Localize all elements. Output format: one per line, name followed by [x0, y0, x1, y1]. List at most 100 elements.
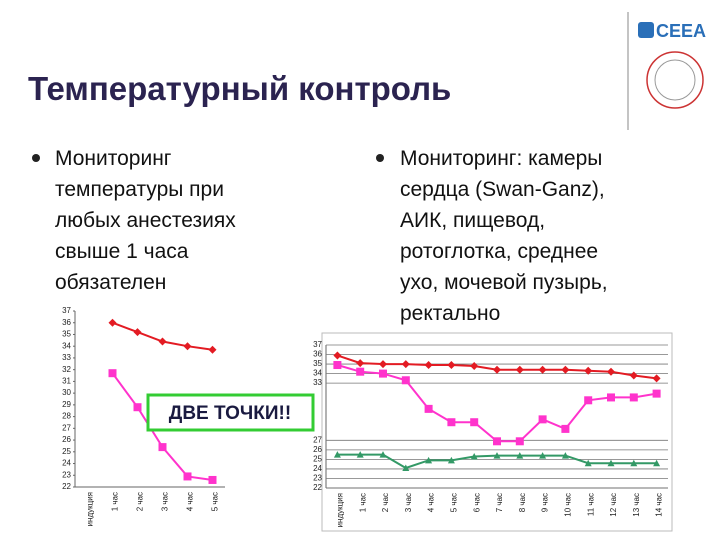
point — [401, 376, 410, 385]
point — [493, 365, 501, 374]
y-tick-label: 22 — [313, 483, 322, 492]
y-tick-label: 36 — [313, 350, 322, 359]
point — [515, 365, 524, 374]
y-tick-label: 29 — [62, 400, 71, 409]
x-tick-label: индукция — [86, 492, 95, 526]
logo-icon — [638, 22, 654, 38]
y-tick-label: 25 — [62, 447, 71, 456]
y-tick-label: 35 — [62, 330, 71, 339]
point — [561, 365, 570, 374]
point — [424, 361, 433, 370]
point — [401, 360, 410, 369]
point — [447, 361, 456, 370]
point — [630, 459, 638, 467]
point — [356, 451, 364, 458]
point — [607, 393, 615, 402]
y-tick-label: 37 — [62, 306, 71, 315]
y-tick-label: 34 — [313, 369, 322, 378]
bullet-line: Мониторинг: камеры — [400, 147, 602, 170]
point — [356, 359, 365, 368]
point — [333, 361, 342, 370]
bullet-dot — [32, 154, 40, 162]
slide-title: Температурный контроль — [28, 70, 451, 107]
point — [183, 342, 192, 351]
y-tick-label: 22 — [62, 482, 71, 491]
point — [333, 351, 342, 360]
emblem-inner — [654, 59, 696, 101]
point — [379, 360, 387, 369]
x-tick-label: 7 час — [495, 493, 504, 512]
point — [425, 456, 433, 464]
point — [515, 437, 524, 446]
x-tick-label: 1 час — [358, 493, 367, 512]
point — [447, 418, 456, 427]
bullet-line: свыше 1 часа — [55, 240, 189, 263]
point — [133, 403, 142, 412]
x-tick-label: 5 час — [450, 493, 459, 512]
point — [493, 437, 501, 446]
point — [629, 371, 638, 380]
y-tick-label: 31 — [62, 377, 71, 386]
callout-box — [146, 393, 315, 432]
bullet-line: ротоглотка, среднее — [400, 240, 598, 263]
x-tick-label: 8 час — [518, 493, 527, 512]
x-tick-label: 12 час — [609, 493, 618, 517]
point — [629, 393, 638, 402]
point — [108, 369, 117, 378]
y-tick-label: 28 — [62, 412, 71, 421]
point — [584, 459, 592, 467]
x-tick-label: 3 час — [404, 493, 413, 512]
point — [607, 367, 615, 376]
x-tick-label: 4 час — [427, 493, 436, 512]
point — [158, 337, 167, 346]
x-tick-label: 9 час — [541, 493, 550, 512]
bullet-line: обязателен — [55, 271, 166, 294]
x-tick-label: 2 час — [381, 493, 390, 512]
point — [470, 361, 479, 370]
point — [539, 452, 547, 459]
y-tick-label: 23 — [62, 470, 71, 479]
emblem — [646, 51, 704, 109]
point — [584, 366, 593, 375]
y-tick-label: 23 — [313, 474, 322, 483]
point — [516, 452, 524, 459]
point — [607, 459, 615, 467]
x-tick-label: 4 час — [186, 492, 195, 511]
y-tick-label: 25 — [313, 455, 322, 464]
chart-frame — [321, 332, 673, 532]
y-tick-label: 26 — [62, 435, 71, 444]
point — [333, 451, 341, 458]
point — [208, 345, 217, 354]
point — [447, 456, 455, 464]
y-tick-label: 27 — [62, 423, 71, 432]
bullet-line: Мониторинг — [55, 147, 172, 170]
x-tick-label: индукция — [336, 493, 345, 527]
y-tick-label: 36 — [62, 318, 71, 327]
point — [379, 369, 387, 378]
y-tick-label: 34 — [62, 341, 71, 350]
point — [470, 418, 479, 427]
x-tick-label: 14 час — [655, 493, 664, 517]
bullet-line: ухо, мочевой пузырь, — [400, 271, 608, 294]
y-tick-label: 30 — [62, 388, 71, 397]
point — [584, 396, 593, 405]
x-tick-label: 1 час — [111, 492, 120, 511]
point — [133, 328, 142, 337]
y-tick-label: 24 — [62, 459, 71, 468]
logo-text: CEEA — [656, 21, 706, 41]
x-tick-label: 6 час — [472, 493, 481, 512]
point — [402, 464, 410, 471]
point — [561, 424, 570, 433]
point — [108, 318, 117, 327]
point — [424, 404, 433, 413]
point — [379, 451, 387, 458]
y-tick-label: 33 — [313, 378, 322, 387]
bullet-dot — [376, 154, 384, 162]
point — [538, 415, 547, 424]
x-tick-label: 5 час — [211, 492, 220, 511]
y-tick-label: 26 — [313, 445, 322, 454]
y-tick-label: 33 — [62, 353, 71, 362]
point — [561, 452, 569, 459]
x-tick-label: 2 час — [136, 492, 145, 511]
x-tick-label: 10 час — [564, 493, 573, 517]
